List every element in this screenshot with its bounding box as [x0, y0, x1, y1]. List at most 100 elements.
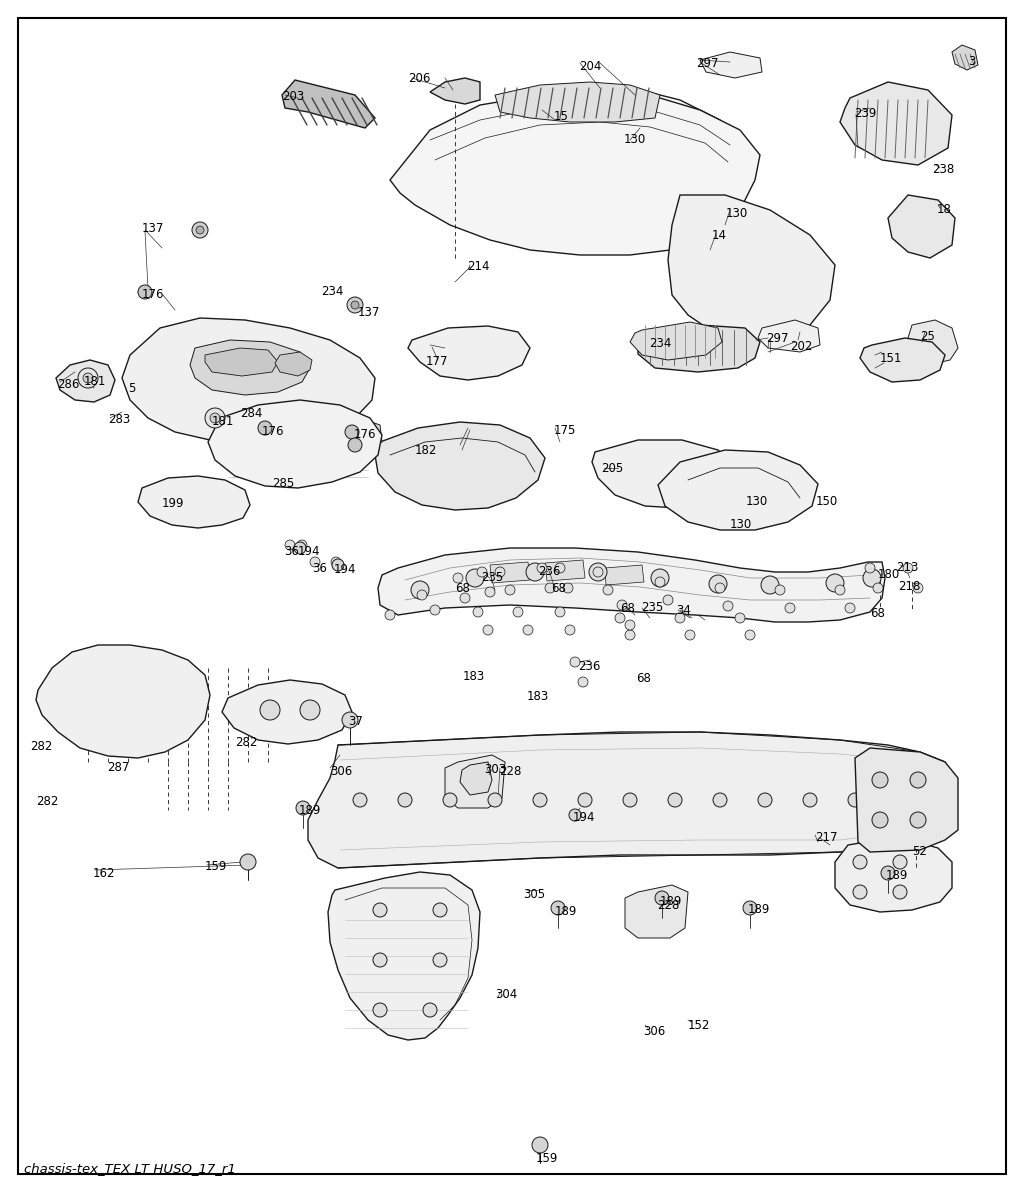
Circle shape	[735, 613, 745, 623]
Text: 36: 36	[312, 561, 327, 575]
Polygon shape	[758, 319, 820, 352]
Text: 52: 52	[912, 845, 927, 858]
Circle shape	[430, 606, 440, 615]
Text: 238: 238	[932, 163, 954, 176]
Polygon shape	[56, 360, 115, 402]
Circle shape	[398, 793, 412, 807]
Circle shape	[623, 793, 637, 807]
Circle shape	[668, 793, 682, 807]
Circle shape	[555, 563, 565, 573]
Text: 286: 286	[57, 378, 80, 391]
Text: 159: 159	[536, 1151, 558, 1165]
Text: 189: 189	[299, 803, 322, 817]
Text: 228: 228	[657, 899, 679, 912]
Circle shape	[910, 772, 926, 788]
Text: 68: 68	[620, 602, 635, 615]
Polygon shape	[840, 82, 952, 164]
Polygon shape	[408, 325, 530, 380]
Circle shape	[872, 812, 888, 828]
Polygon shape	[378, 548, 885, 622]
Circle shape	[373, 1002, 387, 1017]
Circle shape	[570, 657, 580, 668]
Circle shape	[78, 368, 98, 389]
Text: 194: 194	[298, 545, 321, 558]
Polygon shape	[208, 401, 382, 488]
Polygon shape	[525, 88, 730, 238]
Circle shape	[193, 222, 208, 238]
Text: 306: 306	[643, 1025, 666, 1038]
Polygon shape	[658, 451, 818, 530]
Circle shape	[785, 603, 795, 613]
Polygon shape	[222, 679, 352, 744]
Circle shape	[345, 426, 359, 439]
Circle shape	[373, 952, 387, 967]
Text: 303: 303	[484, 763, 506, 776]
Circle shape	[488, 793, 502, 807]
Polygon shape	[835, 840, 952, 912]
Polygon shape	[36, 645, 210, 758]
Text: 68: 68	[636, 672, 651, 685]
Text: 213: 213	[896, 561, 919, 575]
Text: 181: 181	[212, 415, 234, 428]
Text: 203: 203	[282, 91, 304, 103]
Polygon shape	[545, 560, 585, 581]
Text: 36: 36	[284, 545, 299, 558]
Circle shape	[615, 613, 625, 623]
Text: 181: 181	[84, 375, 106, 389]
Circle shape	[477, 567, 487, 577]
Circle shape	[260, 700, 280, 720]
Circle shape	[589, 563, 607, 581]
Circle shape	[835, 585, 845, 595]
Text: 137: 137	[358, 306, 380, 319]
Text: 18: 18	[937, 203, 952, 216]
Circle shape	[505, 585, 515, 595]
Circle shape	[910, 812, 926, 828]
Text: 239: 239	[854, 107, 877, 120]
Circle shape	[285, 540, 295, 550]
Text: 189: 189	[660, 895, 682, 908]
Polygon shape	[375, 422, 545, 510]
Text: 217: 217	[815, 831, 838, 844]
Circle shape	[373, 904, 387, 917]
Circle shape	[495, 567, 505, 577]
Circle shape	[545, 583, 555, 592]
Polygon shape	[860, 339, 945, 381]
Text: 218: 218	[898, 581, 921, 592]
Circle shape	[258, 421, 272, 435]
Circle shape	[625, 620, 635, 631]
Circle shape	[196, 226, 204, 234]
Polygon shape	[430, 77, 480, 104]
Text: 37: 37	[348, 715, 362, 728]
Circle shape	[353, 793, 367, 807]
Text: 282: 282	[36, 795, 58, 808]
Circle shape	[715, 583, 725, 592]
Circle shape	[526, 563, 544, 581]
Circle shape	[853, 855, 867, 869]
Text: 180: 180	[878, 569, 900, 581]
Text: 305: 305	[523, 888, 545, 901]
Text: 25: 25	[920, 330, 935, 343]
Circle shape	[565, 625, 575, 635]
Circle shape	[411, 581, 429, 600]
Circle shape	[881, 867, 895, 880]
Text: 297: 297	[766, 333, 788, 344]
Circle shape	[433, 952, 447, 967]
Polygon shape	[888, 195, 955, 257]
Circle shape	[775, 585, 785, 595]
Circle shape	[537, 563, 547, 573]
Polygon shape	[328, 873, 480, 1039]
Text: 130: 130	[746, 495, 768, 508]
Circle shape	[761, 576, 779, 594]
Text: 151: 151	[880, 352, 902, 365]
Text: 152: 152	[688, 1019, 711, 1032]
Circle shape	[655, 890, 669, 905]
Text: 287: 287	[106, 760, 129, 774]
Circle shape	[709, 575, 727, 592]
Circle shape	[872, 772, 888, 788]
Circle shape	[483, 625, 493, 635]
Circle shape	[83, 373, 93, 383]
Circle shape	[845, 603, 855, 613]
Text: 199: 199	[162, 497, 184, 510]
Circle shape	[743, 901, 757, 915]
Polygon shape	[495, 82, 660, 122]
